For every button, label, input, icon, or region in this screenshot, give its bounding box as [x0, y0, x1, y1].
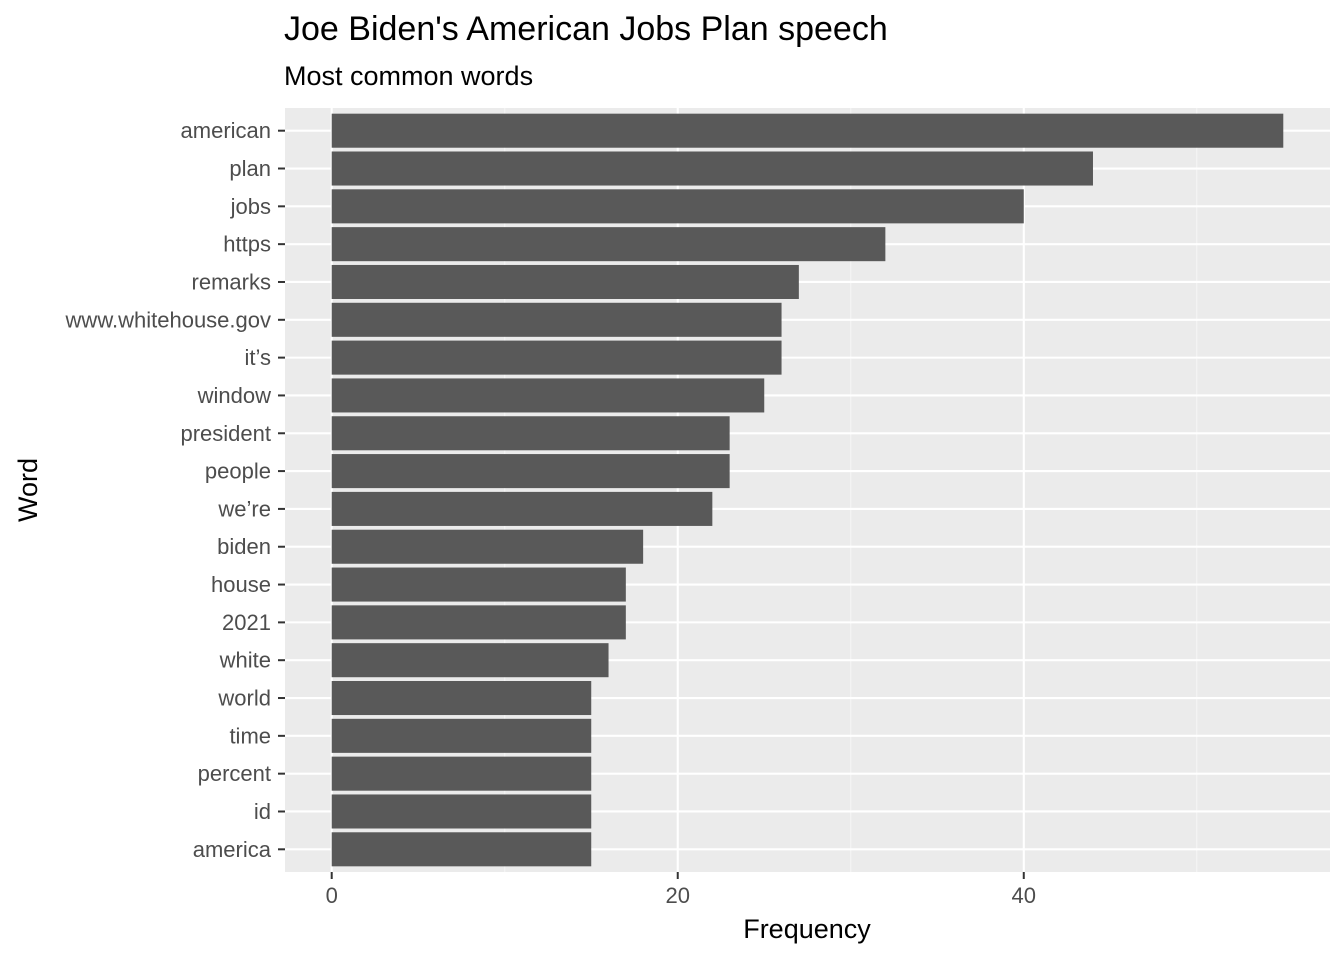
y-tick-label: president [180, 421, 271, 446]
bar [331, 264, 799, 299]
y-tick-label: america [193, 837, 272, 862]
y-tick-label: id [254, 799, 271, 824]
y-tick-label: biden [217, 534, 271, 559]
x-axis-ticks: 0 20 40 [326, 872, 1036, 908]
bar [331, 605, 626, 640]
chart-title: Joe Biden's American Jobs Plan speech [284, 10, 888, 48]
bar [331, 151, 1093, 186]
y-axis-title: Word [13, 458, 43, 522]
y-tick-label: people [205, 459, 271, 484]
y-axis-ticks: american plan jobs https remarks www.whitehou… [65, 118, 285, 862]
y-tick-label: it’s [245, 345, 272, 370]
bars [331, 113, 1284, 867]
y-tick-label: plan [229, 156, 271, 181]
x-tick-label: 0 [326, 883, 338, 908]
x-axis-title: Frequency [743, 914, 871, 944]
y-tick-label: house [211, 572, 271, 597]
y-tick-label: percent [198, 761, 271, 786]
bar [331, 718, 592, 753]
bar [331, 416, 730, 451]
y-tick-label: we’re [217, 496, 271, 521]
bar [331, 302, 782, 337]
x-tick-label: 40 [1012, 883, 1036, 908]
y-tick-label: https [223, 232, 271, 257]
bar [331, 189, 1024, 224]
chart-subtitle: Most common words [284, 61, 533, 91]
y-tick-label: 2021 [222, 610, 271, 635]
bar [331, 113, 1284, 148]
y-tick-label: world [217, 686, 271, 711]
y-tick-label: white [219, 648, 271, 673]
x-tick-label: 20 [665, 883, 689, 908]
y-tick-label: remarks [192, 269, 271, 294]
y-tick-label: time [229, 723, 271, 748]
bar [331, 529, 644, 564]
bar [331, 681, 592, 716]
bar [331, 378, 765, 413]
bar [331, 491, 713, 526]
bar [331, 643, 609, 678]
bar [331, 454, 730, 489]
y-tick-label: american [181, 118, 271, 143]
y-tick-label: window [197, 383, 271, 408]
bar [331, 567, 626, 602]
y-tick-label: www.whitehouse.gov [65, 307, 271, 332]
bar [331, 794, 592, 829]
bar [331, 832, 592, 867]
bar [331, 756, 592, 791]
bar [331, 227, 886, 262]
y-tick-label: jobs [230, 194, 271, 219]
bar [331, 340, 782, 375]
